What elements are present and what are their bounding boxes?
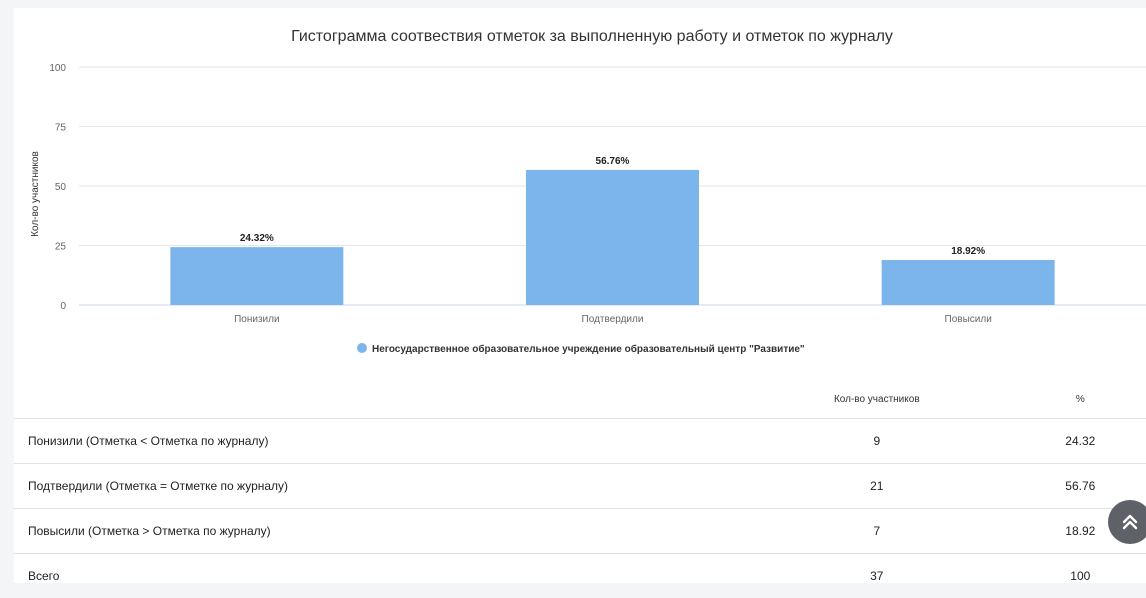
chart-legend[interactable]: Негосударственное образовательное учрежд… <box>357 343 805 355</box>
header-percent: % <box>1015 380 1146 419</box>
y-tick-label: 50 <box>55 182 67 193</box>
header-label <box>14 380 739 419</box>
y-tick-label: 100 <box>49 63 66 74</box>
y-axis-title: Кол-во участников <box>30 151 41 237</box>
bar-data-label: 24.32% <box>240 233 274 244</box>
x-tick-label: Понизили <box>234 314 279 325</box>
y-tick-label: 25 <box>55 242 67 253</box>
table-row: Повысили (Отметка > Отметка по журналу) … <box>14 509 1146 554</box>
bar-chart: Гистограмма соотвествия отметок за выпол… <box>14 8 1146 370</box>
table-row: Понизили (Отметка < Отметка по журналу) … <box>14 419 1146 464</box>
y-tick-label: 75 <box>55 123 67 134</box>
row-count: 37 <box>739 554 1015 598</box>
bar-data-label: 56.76% <box>596 156 630 167</box>
bar-data-label: 18.92% <box>951 246 985 257</box>
bar <box>170 247 343 305</box>
report-panel: Гистограмма соотвествия отметок за выпол… <box>14 8 1146 583</box>
bar <box>526 170 699 305</box>
bar <box>882 260 1055 305</box>
double-chevron-up-icon <box>1120 512 1140 532</box>
y-tick-label: 0 <box>60 301 66 312</box>
chart-title: Гистограмма соотвествия отметок за выпол… <box>291 28 893 45</box>
table-row: Подтвердили (Отметка = Отметке по журнал… <box>14 464 1146 509</box>
row-percent: 24.32 <box>1015 419 1146 464</box>
row-count: 7 <box>739 509 1015 554</box>
table-row-total: Всего 37 100 <box>14 554 1146 598</box>
legend-marker <box>357 343 367 353</box>
row-label: Повысили (Отметка > Отметка по журналу) <box>14 509 739 554</box>
row-percent: 100 <box>1015 554 1146 598</box>
row-count: 21 <box>739 464 1015 509</box>
scroll-to-top-button[interactable] <box>1108 500 1146 544</box>
legend-item-label[interactable]: Негосударственное образовательное учрежд… <box>372 343 805 355</box>
table-header-row: Кол-во участников % <box>14 380 1146 419</box>
x-tick-label: Подтвердили <box>582 314 644 325</box>
header-count: Кол-во участников <box>739 380 1015 419</box>
row-label: Понизили (Отметка < Отметка по журналу) <box>14 419 739 464</box>
results-table: Кол-во участников % Понизили (Отметка < … <box>14 380 1146 598</box>
row-count: 9 <box>739 419 1015 464</box>
row-label: Подтвердили (Отметка = Отметке по журнал… <box>14 464 739 509</box>
x-tick-label: Повысили <box>945 314 992 325</box>
row-label: Всего <box>14 554 739 598</box>
